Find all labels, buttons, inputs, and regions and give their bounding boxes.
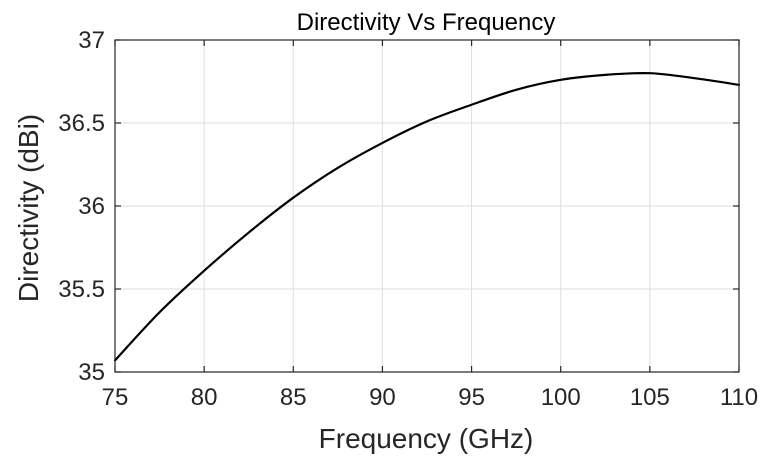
chart-title: Directivity Vs Frequency xyxy=(297,9,556,36)
x-tick-label: 95 xyxy=(458,384,485,411)
axes-layer xyxy=(114,39,740,373)
x-tick-label: 100 xyxy=(541,384,581,411)
data-layer xyxy=(113,71,741,362)
series-line xyxy=(113,71,741,362)
x-tick-label: 80 xyxy=(191,384,218,411)
y-tick-label: 36 xyxy=(78,193,105,220)
x-axis-title: Frequency (GHz) xyxy=(319,423,534,454)
y-tick-label: 35.5 xyxy=(58,276,105,303)
x-tick-label: 85 xyxy=(280,384,307,411)
x-tick-label: 110 xyxy=(720,384,758,411)
y-tick-label: 36.5 xyxy=(58,110,105,137)
y-tick-label: 37 xyxy=(78,27,105,54)
labels-layer: Directivity Vs Frequency Frequency (GHz)… xyxy=(13,9,758,454)
y-axis-title: Directivity (dBi) xyxy=(13,114,44,302)
x-tick-label: 105 xyxy=(630,384,670,411)
y-tick-label: 35 xyxy=(78,359,105,386)
grid-layer xyxy=(114,39,740,373)
x-tick-label: 90 xyxy=(369,384,396,411)
x-tick-label: 75 xyxy=(102,384,129,411)
